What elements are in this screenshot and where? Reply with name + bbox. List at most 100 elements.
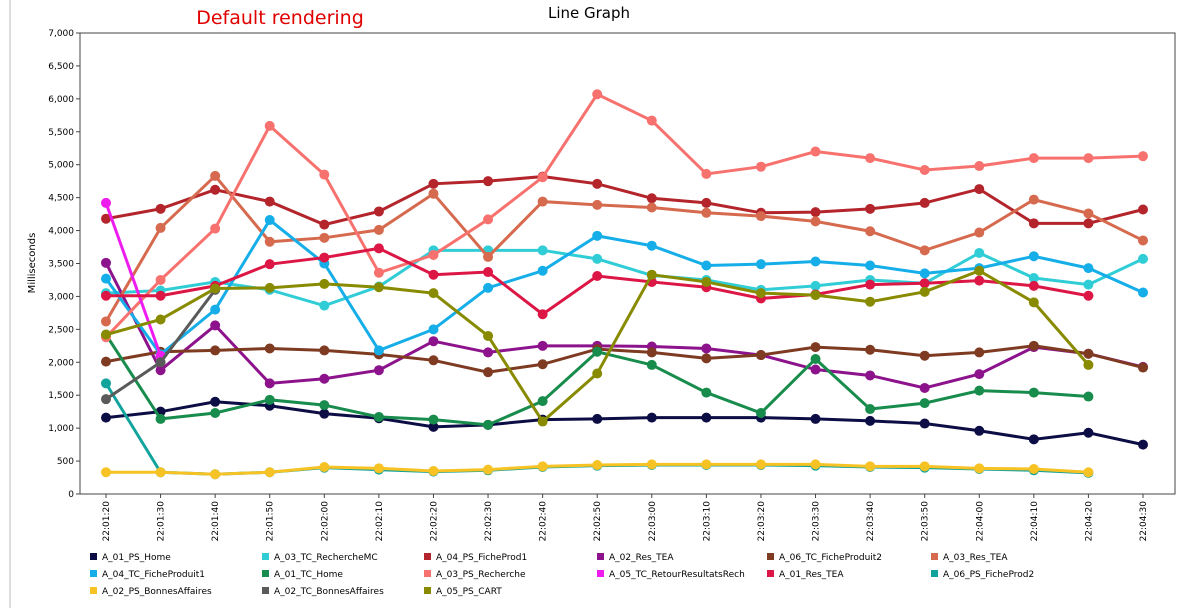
data-point (428, 465, 439, 476)
data-point (592, 460, 603, 471)
data-point (1028, 297, 1039, 308)
data-point (264, 343, 275, 354)
data-point (155, 274, 166, 285)
data-point (1028, 340, 1039, 351)
x-tick-label: 22:02:40 (539, 501, 549, 542)
legend-label: A_05_TC_RetourResultatsRech (609, 570, 745, 580)
data-point (1138, 151, 1148, 162)
data-point (974, 227, 985, 238)
data-point (646, 269, 657, 280)
legend-label: A_01_TC_Home (274, 570, 343, 580)
data-point (210, 304, 221, 315)
data-point (646, 359, 657, 370)
x-tick-label: 22:03:20 (757, 501, 767, 542)
data-point (319, 408, 330, 419)
data-point (592, 413, 603, 424)
x-tick-label: 22:03:40 (866, 501, 876, 542)
data-point (319, 345, 330, 356)
y-tick-label: 3,000 (48, 292, 74, 302)
data-point (1138, 204, 1148, 215)
legend-label: A_02_TC_BonnesAffaires (274, 587, 384, 597)
legend-swatch (424, 570, 431, 577)
data-point (210, 320, 221, 331)
data-point (755, 161, 766, 172)
data-point (483, 347, 494, 358)
legend-swatch (597, 553, 604, 560)
legend-label: A_03_TC_RechercheMC (274, 553, 378, 563)
data-point (1028, 434, 1039, 445)
data-point (1028, 194, 1039, 205)
data-point (810, 256, 821, 267)
x-tick-label: 22:03:10 (702, 501, 712, 542)
data-point (537, 245, 548, 256)
legend-swatch (262, 587, 269, 594)
data-point (319, 400, 330, 411)
data-point (483, 214, 494, 225)
series-line (104, 92, 1144, 339)
data-point (646, 347, 657, 358)
data-point (264, 236, 275, 247)
data-point (919, 350, 930, 361)
data-point (865, 370, 876, 381)
data-point (865, 279, 876, 290)
data-point (1138, 253, 1148, 264)
data-point (1083, 427, 1094, 438)
data-point (974, 247, 985, 258)
data-point (537, 196, 548, 207)
data-point (865, 260, 876, 271)
data-point (1083, 208, 1094, 219)
data-point (974, 161, 985, 172)
y-tick-label: 1,500 (48, 391, 74, 401)
data-point (1083, 391, 1094, 402)
data-point (592, 271, 603, 282)
x-tick-label: 22:03:50 (921, 501, 931, 542)
data-point (537, 309, 548, 320)
data-point (210, 223, 221, 234)
data-point (428, 178, 439, 189)
data-point (537, 416, 548, 427)
legend-swatch (90, 570, 97, 577)
data-point (428, 421, 439, 432)
legend-swatch (424, 587, 431, 594)
data-point (865, 203, 876, 214)
data-point (974, 265, 985, 276)
data-point (319, 169, 330, 180)
x-tick-label: 22:01:30 (157, 501, 167, 542)
data-point (1028, 251, 1039, 262)
data-point (483, 282, 494, 293)
legend-label: A_05_PS_CART (436, 587, 502, 597)
legend-label: A_06_PS_FicheProd2 (943, 570, 1034, 580)
legend-label: A_04_TC_FicheProduit1 (102, 570, 205, 580)
series-line (105, 175, 1144, 227)
data-point (1138, 439, 1148, 450)
data-point (373, 224, 384, 235)
legend-swatch (597, 570, 604, 577)
data-point (1083, 467, 1094, 478)
data-point (919, 398, 930, 409)
legend-label: A_06_TC_FicheProduit2 (779, 553, 882, 563)
data-point (1028, 153, 1039, 164)
data-point (974, 385, 985, 396)
data-point (373, 463, 384, 474)
data-point (319, 373, 330, 384)
data-point (264, 259, 275, 270)
data-point (428, 414, 439, 425)
data-point (373, 345, 384, 356)
data-point (1083, 218, 1094, 229)
data-point (319, 300, 330, 311)
data-point (101, 197, 111, 208)
data-point (865, 296, 876, 307)
data-point (428, 269, 439, 280)
data-point (810, 459, 821, 470)
series-line (105, 248, 1144, 308)
data-point (646, 202, 657, 213)
data-point (1028, 280, 1039, 291)
legend-swatch (262, 553, 269, 560)
data-point (810, 364, 821, 375)
data-point (210, 407, 221, 418)
data-point (210, 396, 221, 407)
data-point (537, 340, 548, 351)
data-point (755, 350, 766, 361)
y-tick-label: 500 (57, 457, 74, 467)
data-point (646, 412, 657, 423)
